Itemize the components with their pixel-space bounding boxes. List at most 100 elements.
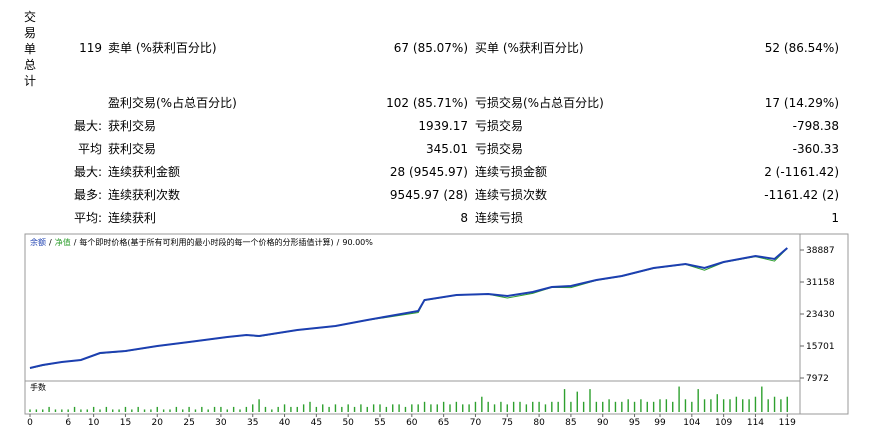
x-tick-label: 55 <box>374 418 385 428</box>
volume-bar <box>722 399 725 412</box>
volume-bar <box>735 396 738 412</box>
volume-bar <box>493 404 496 412</box>
right-value: 52 (86.54%) <box>764 41 839 55</box>
left-value: 8 <box>460 211 468 225</box>
volume-bar <box>519 401 521 412</box>
balance-line <box>29 247 788 369</box>
volume-bar <box>608 399 610 412</box>
right-label: 买单 (%获利百分比) <box>475 41 584 55</box>
volume-bar <box>48 406 50 412</box>
legend-subtitle: 每个即时价格(基于所有可利用的最小时段的每一个价格的分形插值计算) <box>79 237 333 247</box>
volume-bar <box>315 406 318 412</box>
volume-bar <box>684 399 687 412</box>
left-label: 盈利交易(%占总百分比) <box>108 96 237 110</box>
volume-bar <box>366 406 368 412</box>
volume-bar <box>665 399 668 412</box>
volume-bar <box>92 406 95 412</box>
volume-bar <box>322 404 324 412</box>
row-prefix: 最多: <box>73 188 102 202</box>
volume-bar <box>143 409 146 412</box>
volume-bar <box>277 406 279 412</box>
legend-entry[interactable]: 余额 <box>30 237 46 247</box>
x-tick-label: 60 <box>406 418 418 428</box>
x-tick-label: 50 <box>342 418 354 428</box>
volume-bar <box>659 399 661 412</box>
volume-bar <box>283 404 286 412</box>
volume-bar <box>239 409 241 412</box>
legend-separator: / <box>74 238 77 247</box>
legend-entry[interactable]: 净值 <box>55 237 71 247</box>
panel-title: 手数 <box>30 382 46 392</box>
volume-bar <box>124 406 127 412</box>
volume-bar <box>353 406 356 412</box>
volume-bar <box>602 401 604 412</box>
volume-bar <box>290 406 292 412</box>
volume-bar <box>761 386 763 412</box>
x-tick-label: 85 <box>565 418 576 428</box>
volume-bar <box>525 404 528 412</box>
volume-bar <box>589 389 591 412</box>
volume-bar <box>42 409 44 412</box>
right-label: 连续亏损 <box>475 211 524 225</box>
volume-bar <box>627 399 629 412</box>
volume-bar <box>80 409 82 412</box>
volume-bar <box>258 399 260 412</box>
volume-bar <box>633 401 636 412</box>
volume-bar <box>54 409 57 412</box>
volume-bar <box>430 404 432 412</box>
volume-bar <box>182 409 184 412</box>
x-tick-label: 70 <box>470 418 482 428</box>
volume-bar <box>691 401 693 412</box>
volume-bar <box>678 386 680 412</box>
volume-bar <box>194 409 197 412</box>
volume-bar <box>264 406 267 412</box>
y-tick-label: 31158 <box>806 278 835 288</box>
x-tick-label: 6 <box>65 418 71 428</box>
left-label: 获利交易 <box>108 119 157 133</box>
row-prefix: 平均: <box>73 211 102 225</box>
left-label: 获利交易 <box>108 142 157 156</box>
x-tick-label: 25 <box>183 418 194 428</box>
y-tick-label: 7972 <box>806 374 829 384</box>
right-label: 连续亏损次数 <box>475 188 548 202</box>
section-label: 交易单总计 <box>24 10 37 88</box>
volume-bar <box>595 401 598 412</box>
row-prefix: 最大: <box>73 165 102 179</box>
volume-bar <box>570 401 572 412</box>
volume-bar <box>392 404 394 412</box>
y-tick-label: 23430 <box>806 310 835 320</box>
volume-bar <box>487 401 489 412</box>
right-label: 连续亏损金额 <box>475 165 548 179</box>
volume-bar <box>500 401 502 412</box>
chart-frame <box>24 233 849 415</box>
right-label: 亏损交易 <box>475 142 524 156</box>
legend-separator: / <box>49 238 52 247</box>
volume-bar <box>226 409 228 412</box>
volume-bar <box>175 406 178 412</box>
x-tick-label: 35 <box>247 418 258 428</box>
volume-bar <box>786 396 788 412</box>
volume-bar <box>716 394 718 412</box>
volume-bar <box>652 401 655 412</box>
volume-bar <box>112 409 114 412</box>
volume-bar <box>404 406 407 412</box>
volume-bar <box>780 399 782 412</box>
right-value: -1161.42 (2) <box>764 188 839 202</box>
volume-bar <box>754 396 757 412</box>
volume-bar <box>302 404 305 412</box>
volume-bar <box>372 404 375 412</box>
volume-bar <box>207 409 209 412</box>
volume-bar <box>449 404 451 412</box>
left-value: 345.01 <box>426 142 468 156</box>
right-value: 1 <box>831 211 839 225</box>
volume-bar <box>646 401 648 412</box>
volume-bar <box>73 406 76 412</box>
volume-bar <box>29 409 31 412</box>
volume-bar <box>557 401 559 412</box>
x-tick-label: 114 <box>747 418 764 428</box>
volume-bar <box>474 401 477 412</box>
left-label: 连续获利 <box>108 211 157 225</box>
right-value: 17 (14.29%) <box>764 96 839 110</box>
